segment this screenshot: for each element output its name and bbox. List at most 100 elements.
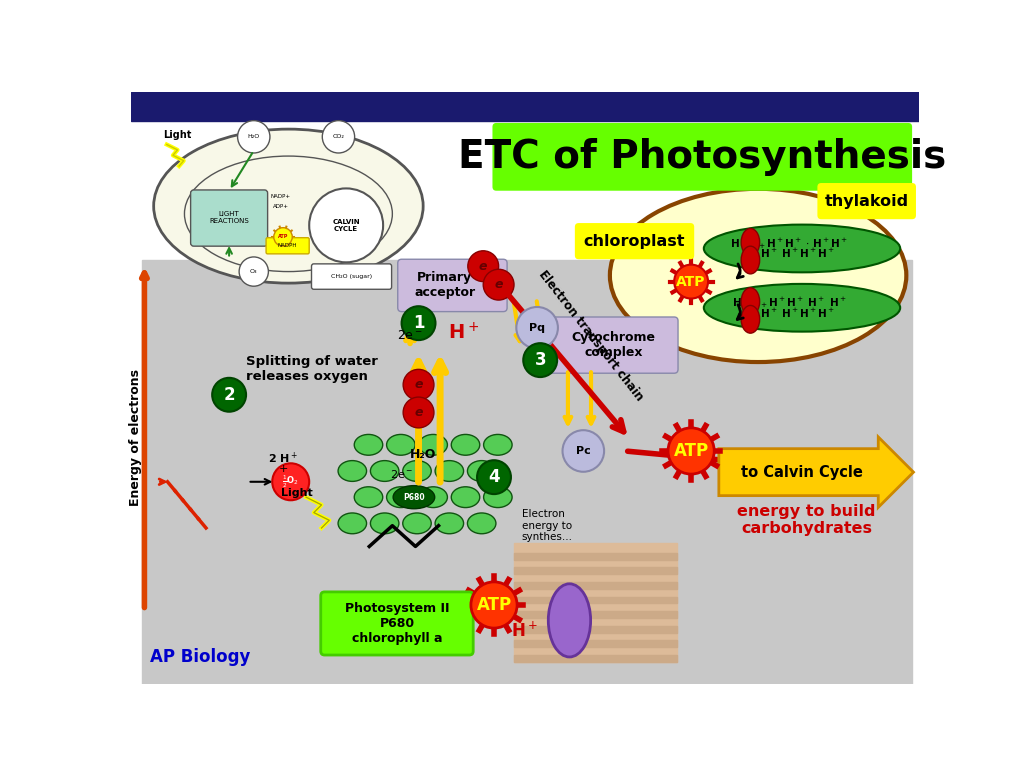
Ellipse shape bbox=[419, 435, 447, 455]
Ellipse shape bbox=[387, 435, 415, 455]
FancyBboxPatch shape bbox=[321, 592, 473, 655]
Text: H$_+$H$_+$H$^+$H$^+$ $\cdot$ H$^+$H$^+$: H$_+$H$_+$H$^+$H$^+$ $\cdot$ H$^+$H$^+$ bbox=[730, 236, 848, 250]
Text: thylakoid: thylakoid bbox=[824, 194, 908, 209]
Ellipse shape bbox=[338, 461, 367, 482]
Ellipse shape bbox=[371, 513, 399, 534]
FancyBboxPatch shape bbox=[549, 317, 678, 373]
FancyBboxPatch shape bbox=[311, 264, 391, 290]
Ellipse shape bbox=[435, 461, 464, 482]
Circle shape bbox=[468, 251, 499, 282]
Circle shape bbox=[483, 270, 514, 300]
Ellipse shape bbox=[393, 485, 435, 508]
Bar bbox=[142, 260, 912, 684]
FancyBboxPatch shape bbox=[817, 183, 915, 219]
Circle shape bbox=[562, 430, 604, 472]
Ellipse shape bbox=[467, 461, 496, 482]
Text: ATP: ATP bbox=[677, 275, 706, 289]
Text: H$^+$: H$^+$ bbox=[447, 323, 479, 344]
Text: e: e bbox=[415, 406, 423, 419]
Text: H$_+$H$_+$H$^+$H$^+$ H$^+$ H$^+$: H$_+$H$_+$H$^+$H$^+$ H$^+$ H$^+$ bbox=[731, 295, 846, 310]
Text: 1: 1 bbox=[413, 314, 424, 332]
Circle shape bbox=[323, 121, 354, 153]
Bar bbox=[514, 597, 677, 604]
Circle shape bbox=[523, 343, 557, 377]
Ellipse shape bbox=[435, 513, 464, 534]
FancyBboxPatch shape bbox=[397, 260, 507, 312]
Ellipse shape bbox=[184, 156, 392, 272]
Text: Primary
acceptor: Primary acceptor bbox=[414, 271, 475, 300]
Text: ATP: ATP bbox=[278, 234, 288, 240]
FancyBboxPatch shape bbox=[190, 190, 267, 247]
Text: energy to build
carbohydrates: energy to build carbohydrates bbox=[737, 504, 876, 537]
FancyBboxPatch shape bbox=[574, 223, 694, 260]
Circle shape bbox=[516, 307, 558, 349]
Ellipse shape bbox=[548, 584, 591, 657]
Text: 2e$^-$: 2e$^-$ bbox=[390, 468, 414, 480]
Ellipse shape bbox=[452, 487, 480, 508]
Circle shape bbox=[212, 378, 246, 412]
Circle shape bbox=[668, 428, 714, 474]
Text: 3: 3 bbox=[535, 351, 546, 369]
Text: NADPH: NADPH bbox=[278, 243, 297, 248]
Text: Photosystem II
P680
chlorophyll a: Photosystem II P680 chlorophyll a bbox=[345, 602, 450, 645]
Text: Pq: Pq bbox=[529, 323, 545, 333]
Bar bbox=[514, 626, 677, 633]
Text: Cytochrome
complex: Cytochrome complex bbox=[571, 332, 655, 359]
FancyBboxPatch shape bbox=[266, 237, 309, 254]
Text: Light: Light bbox=[281, 488, 312, 498]
Circle shape bbox=[403, 397, 434, 428]
Text: NADP+: NADP+ bbox=[270, 194, 291, 200]
Text: e: e bbox=[479, 260, 487, 273]
Circle shape bbox=[272, 463, 309, 500]
Text: H$_+$H$^+$ H$^+$H$^+$H$^+$: H$_+$H$^+$ H$^+$H$^+$H$^+$ bbox=[742, 247, 836, 261]
Text: Splitting of water
releases oxygen: Splitting of water releases oxygen bbox=[246, 356, 378, 383]
Ellipse shape bbox=[402, 461, 431, 482]
Ellipse shape bbox=[741, 306, 760, 333]
Text: H₂O: H₂O bbox=[248, 134, 260, 139]
Text: chloroplast: chloroplast bbox=[584, 234, 685, 249]
Text: O₃: O₃ bbox=[250, 269, 257, 274]
Bar bbox=[514, 641, 677, 647]
Ellipse shape bbox=[741, 247, 760, 274]
Text: H$_+$H$^+$ H$^+$H$^+$H$^+$: H$_+$H$^+$ H$^+$H$^+$H$^+$ bbox=[742, 306, 836, 320]
Ellipse shape bbox=[452, 435, 480, 455]
Ellipse shape bbox=[703, 284, 900, 332]
Text: to Calvin Cycle: to Calvin Cycle bbox=[741, 465, 863, 480]
Text: e: e bbox=[495, 278, 503, 291]
Bar bbox=[514, 582, 677, 589]
Ellipse shape bbox=[387, 487, 415, 508]
Ellipse shape bbox=[610, 189, 906, 362]
Circle shape bbox=[471, 582, 517, 628]
Circle shape bbox=[477, 460, 511, 494]
Text: CH₂O (sugar): CH₂O (sugar) bbox=[331, 274, 372, 280]
Text: 2 H$^+$: 2 H$^+$ bbox=[267, 451, 298, 466]
Circle shape bbox=[238, 121, 270, 153]
Ellipse shape bbox=[402, 513, 431, 534]
Ellipse shape bbox=[154, 129, 423, 283]
Bar bbox=[514, 611, 677, 618]
Text: P680: P680 bbox=[403, 493, 425, 502]
Ellipse shape bbox=[354, 487, 383, 508]
Circle shape bbox=[273, 227, 292, 247]
Text: Light: Light bbox=[163, 131, 191, 141]
Text: Energy of electrons: Energy of electrons bbox=[129, 369, 142, 505]
Text: LIGHT
REACTIONS: LIGHT REACTIONS bbox=[209, 211, 249, 224]
Text: 2: 2 bbox=[223, 386, 234, 404]
Text: ATP: ATP bbox=[674, 442, 709, 460]
Text: 4: 4 bbox=[488, 468, 500, 486]
Ellipse shape bbox=[703, 224, 900, 273]
Circle shape bbox=[401, 306, 435, 340]
Text: +: + bbox=[279, 465, 288, 475]
Text: Electron transport chain: Electron transport chain bbox=[537, 268, 646, 403]
Ellipse shape bbox=[483, 487, 512, 508]
Text: CO₂: CO₂ bbox=[333, 134, 344, 139]
Circle shape bbox=[240, 257, 268, 286]
Text: ATP: ATP bbox=[476, 596, 512, 614]
Ellipse shape bbox=[338, 513, 367, 534]
Text: Pc: Pc bbox=[575, 446, 591, 456]
Text: e: e bbox=[415, 379, 423, 391]
Bar bbox=[514, 655, 677, 662]
Bar bbox=[131, 92, 920, 121]
Ellipse shape bbox=[741, 288, 760, 316]
Text: H$^+$: H$^+$ bbox=[511, 621, 539, 641]
